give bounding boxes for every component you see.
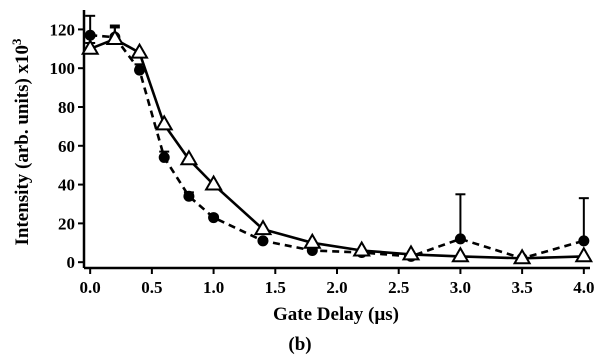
x-tick-label: 4.0 xyxy=(573,278,594,297)
data-point-triangle xyxy=(574,246,594,263)
data-point-triangle xyxy=(401,244,421,261)
axes xyxy=(78,10,590,274)
series-1-line xyxy=(90,33,585,260)
x-tick-label: 0.0 xyxy=(80,278,101,297)
data-point-triangle xyxy=(80,38,100,55)
data-point-triangle xyxy=(204,174,223,191)
data-point-triangle xyxy=(130,42,149,59)
y-tick-label: 20 xyxy=(58,214,75,233)
data-point-circle xyxy=(578,235,590,247)
data-point-triangle xyxy=(352,240,371,257)
data-point-circle xyxy=(454,233,466,245)
y-tick-label: 0 xyxy=(67,253,76,272)
x-tick-label: 3.0 xyxy=(450,278,471,297)
data-point-triangle xyxy=(179,149,199,166)
series-2-line xyxy=(89,37,584,260)
y-tick-label: 60 xyxy=(58,137,75,156)
series-2 xyxy=(80,26,594,265)
data-point-triangle xyxy=(253,219,273,236)
x-tick-label: 1.0 xyxy=(203,278,224,297)
data-point-circle xyxy=(134,64,146,76)
y-tick-label: 80 xyxy=(58,98,75,117)
x-tick-label: 0.5 xyxy=(141,278,162,297)
y-tick-label: 100 xyxy=(50,59,76,78)
tick-labels: 0.0 0.5 1.0 1.5 2.0 2.5 3.0 3.5 4.0 0 20 40 60 80 100 1… xyxy=(50,20,595,297)
x-tick-label: 3.5 xyxy=(511,278,532,297)
data-point-circle xyxy=(84,29,96,41)
x-axis-title: Gate Delay (µs) xyxy=(273,304,399,325)
data-point-circle xyxy=(208,212,220,224)
series-1 xyxy=(84,14,590,264)
x-tick-label: 2.0 xyxy=(326,278,347,297)
y-axis-title-superscript: 3 xyxy=(9,38,24,45)
y-axis-title-main: Intensity (arb. units) x10 xyxy=(12,45,33,246)
data-point-circle xyxy=(183,190,195,202)
data-point-triangle xyxy=(154,114,174,131)
data-point-circle xyxy=(158,151,170,163)
data-point-triangle xyxy=(105,28,125,45)
y-tick-label: 40 xyxy=(58,176,75,195)
data-point-circle xyxy=(257,235,269,247)
y-axis-title: Intensity (arb. units) x103 xyxy=(9,38,33,246)
x-tick-label: 1.5 xyxy=(265,278,286,297)
data-point-triangle xyxy=(512,248,532,265)
x-tick-label: 2.5 xyxy=(388,278,409,297)
panel-label: (b) xyxy=(288,334,311,355)
data-point-triangle xyxy=(303,232,322,249)
series-layer xyxy=(80,14,594,265)
data-point-triangle xyxy=(451,246,470,263)
y-tick-label: 120 xyxy=(50,20,76,39)
